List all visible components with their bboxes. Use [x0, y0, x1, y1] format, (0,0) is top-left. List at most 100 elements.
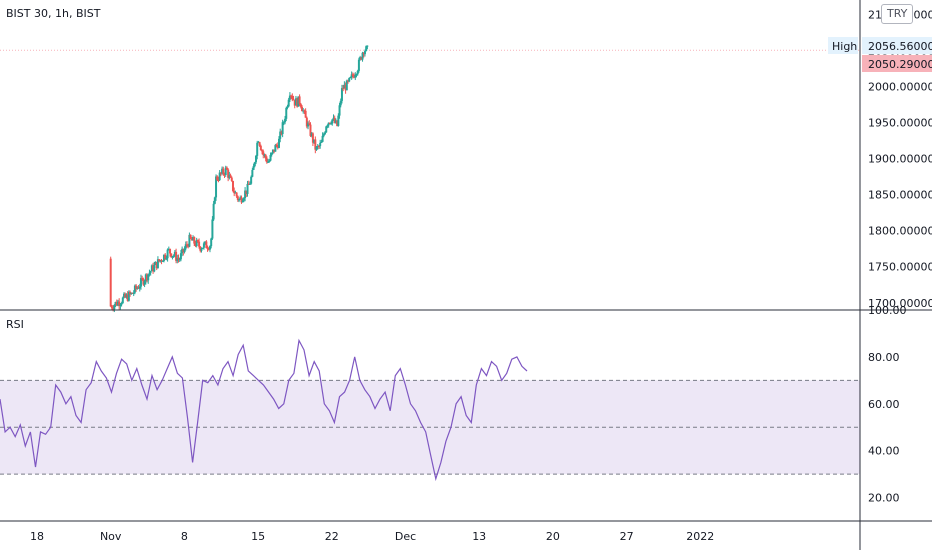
candle-body: [211, 219, 214, 239]
candle-body: [239, 197, 242, 200]
candle-body: [236, 196, 239, 201]
candle-body: [176, 258, 179, 261]
candle-body: [218, 172, 221, 181]
candle-body: [362, 52, 365, 55]
candle-body: [271, 149, 274, 153]
candle-body: [169, 248, 172, 254]
candle-body: [265, 158, 268, 163]
candle-body: [198, 241, 201, 247]
candle-body: [230, 177, 233, 181]
candle-body: [351, 74, 354, 76]
candle-body: [199, 246, 202, 251]
candle-body: [154, 261, 157, 265]
price-tick-label: 1950.00000: [868, 117, 932, 130]
candle-body: [246, 183, 249, 194]
candle-body: [322, 134, 325, 136]
candle-body: [187, 245, 190, 247]
candle-body: [177, 258, 180, 260]
candle-body: [207, 248, 210, 250]
candle-body: [297, 96, 300, 107]
candle-body: [332, 117, 335, 120]
candle-body: [303, 110, 306, 112]
candle-body: [139, 278, 142, 287]
rsi-tick-label: 20.00: [868, 492, 900, 505]
candle-body: [138, 286, 141, 289]
candle-body: [204, 241, 207, 244]
candle-body: [359, 57, 362, 60]
candle-body: [146, 274, 149, 281]
candle-body: [194, 243, 197, 247]
candle-body: [118, 301, 121, 307]
candle-body: [213, 197, 216, 204]
candle-body: [331, 119, 334, 124]
candle-body: [170, 253, 173, 258]
currency-button[interactable]: TRY: [881, 4, 914, 24]
candle-body: [268, 160, 271, 162]
candle-body: [343, 84, 346, 89]
candle-body: [311, 133, 314, 143]
candle-body: [244, 190, 247, 199]
candle-body: [276, 145, 279, 148]
candle-body: [242, 198, 245, 201]
candle-body: [193, 237, 196, 244]
candle-body: [210, 238, 213, 247]
candle-body: [201, 247, 204, 249]
candle-body: [304, 110, 307, 118]
rsi-line: [0, 338, 528, 482]
price-tick-label: 1800.00000: [868, 225, 932, 238]
candle-body: [262, 151, 265, 156]
candle-body: [253, 162, 256, 167]
candle-body: [256, 142, 259, 156]
candle-body: [333, 117, 336, 123]
candle-body: [234, 192, 237, 194]
candle-body: [350, 74, 353, 77]
candle-body: [365, 46, 368, 52]
candle-body: [294, 98, 297, 106]
candle-body: [285, 107, 288, 119]
candle-body: [241, 200, 244, 203]
candle-body: [205, 241, 208, 249]
candle-body: [288, 95, 291, 100]
candle-body: [131, 292, 134, 294]
rsi-tick-label: 80.00: [868, 351, 900, 364]
time-tick-label: 13: [472, 530, 486, 543]
candle-body: [185, 244, 188, 246]
candle-body: [353, 75, 356, 78]
candle-body: [126, 294, 129, 301]
candle-body: [321, 135, 324, 142]
candle-body: [233, 191, 236, 194]
candle-body: [165, 258, 168, 260]
candle-body: [363, 51, 366, 55]
candle-body: [115, 301, 118, 306]
candle-body: [120, 303, 123, 305]
candle-body: [238, 199, 241, 201]
candle-body: [219, 172, 222, 174]
candle-body: [298, 96, 301, 104]
candle-body: [192, 237, 195, 241]
candle-body: [330, 123, 333, 125]
rsi-axis-ticks: 100.00 80.00 60.00 40.00 20.00: [868, 304, 907, 505]
candle-body: [229, 175, 232, 178]
candle-body: [184, 244, 187, 249]
candle-body: [247, 183, 250, 185]
candle-body: [172, 255, 175, 257]
candle-body: [327, 122, 330, 126]
candle-body: [334, 120, 337, 123]
candle-body: [133, 285, 136, 293]
candle-body: [148, 272, 151, 275]
candle-body: [302, 110, 305, 112]
candle-body: [161, 260, 164, 262]
candle-body: [342, 88, 345, 90]
time-tick-label: 22: [325, 530, 339, 543]
candle-body: [264, 154, 267, 159]
candle-body: [132, 292, 135, 294]
candle-body: [109, 258, 112, 307]
candle-body: [147, 274, 150, 281]
candle-body: [313, 139, 316, 143]
candle-body: [144, 274, 147, 282]
candle-body: [171, 256, 174, 258]
candle-body: [301, 106, 304, 112]
candle-body: [227, 169, 230, 178]
candle-body: [217, 179, 220, 181]
